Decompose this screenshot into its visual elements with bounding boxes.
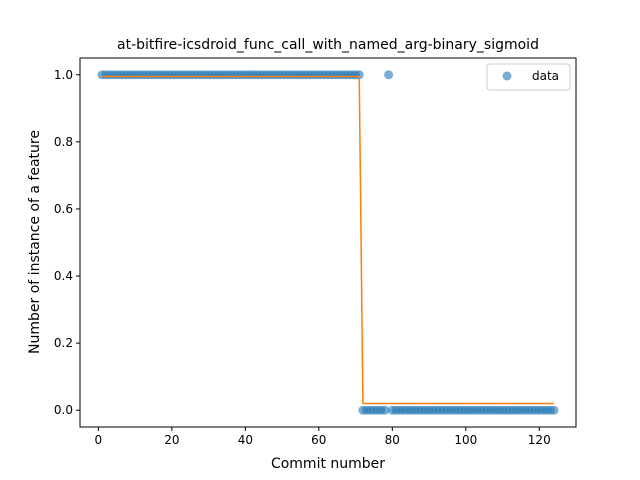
- legend-marker-data: [502, 71, 512, 81]
- legend-frame: [486, 63, 571, 91]
- y-tick-label: 0.6: [54, 202, 73, 216]
- x-tick-label: 20: [164, 433, 179, 447]
- legend: data: [486, 63, 571, 91]
- data-points: [97, 70, 559, 415]
- x-tick-label: 80: [385, 433, 400, 447]
- x-tick-label: 60: [311, 433, 326, 447]
- y-tick-label: 0.4: [54, 269, 73, 283]
- fit-line: [102, 75, 554, 405]
- x-tick-label: 40: [238, 433, 253, 447]
- data-point: [384, 70, 394, 80]
- data-point: [380, 405, 390, 415]
- chart-title: at-bitfire-icsdroid_func_call_with_named…: [117, 37, 539, 53]
- y-axis-label: Number of instance of a feature: [27, 130, 43, 354]
- y-tick-label: 0.2: [54, 336, 73, 350]
- y-tick-label: 0.0: [54, 403, 73, 417]
- x-tick-label: 120: [528, 433, 551, 447]
- legend-label-data: data: [532, 69, 559, 83]
- plot-area-frame: [79, 57, 577, 428]
- x-axis: 0 20 40 60 80 100 120: [95, 427, 551, 447]
- y-axis: 0.0 0.2 0.4 0.6 0.8 1.0: [54, 68, 80, 417]
- x-tick-label: 100: [454, 433, 477, 447]
- x-tick-label: 0: [95, 433, 103, 447]
- y-tick-label: 0.8: [54, 135, 73, 149]
- data-point: [549, 405, 559, 415]
- y-tick-label: 1.0: [54, 68, 73, 82]
- x-axis-label: Commit number: [271, 456, 385, 472]
